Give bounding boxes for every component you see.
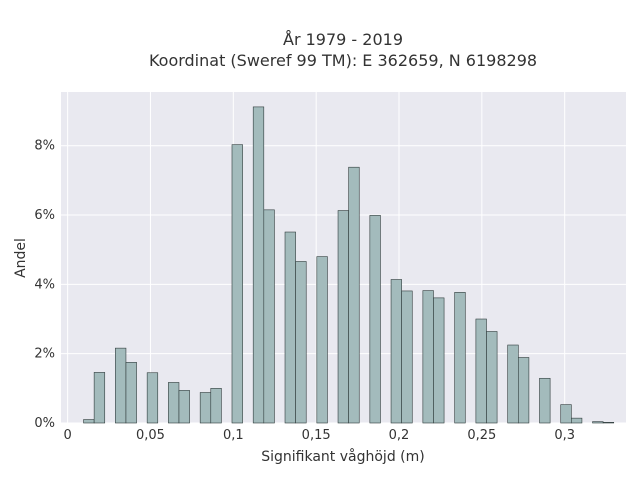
chart-title-line2: Koordinat (Sweref 99 TM): E 362659, N 61… xyxy=(149,51,537,70)
histogram-bar xyxy=(146,372,159,424)
histogram-bar xyxy=(252,106,265,424)
histogram-bar xyxy=(390,279,402,424)
y-tick-label: 4% xyxy=(34,277,55,292)
y-axis-ticks: 0% 2% 4% 6% 8% xyxy=(34,139,55,431)
histogram-bar xyxy=(199,392,212,424)
histogram-bar xyxy=(295,261,307,424)
y-tick-label: 0% xyxy=(34,416,55,431)
y-tick-label: 2% xyxy=(34,347,55,362)
x-tick-label: 0,05 xyxy=(136,428,165,443)
histogram-bar xyxy=(178,390,190,424)
x-tick-label: 0,25 xyxy=(467,428,496,443)
histogram-bar xyxy=(475,318,487,424)
x-axis-ticks: 0 0,05 0,1 0,15 0,2 0,25 0,3 xyxy=(63,428,575,443)
histogram-bars xyxy=(83,106,615,424)
histogram-bar xyxy=(539,377,551,424)
histogram-bar xyxy=(401,290,413,424)
x-tick-label: 0,15 xyxy=(302,428,331,443)
histogram-bar xyxy=(433,297,445,424)
histogram-bar xyxy=(369,215,381,424)
histogram-bar xyxy=(348,166,360,424)
chart-title-line1: År 1979 - 2019 xyxy=(283,30,403,49)
y-axis-label: Andel xyxy=(13,238,29,278)
histogram-bar xyxy=(93,372,106,424)
y-tick-label: 6% xyxy=(34,208,55,223)
histogram-bar xyxy=(337,210,349,424)
histogram-bar xyxy=(83,419,95,424)
histogram-bar xyxy=(210,388,222,424)
y-tick-label: 8% xyxy=(34,139,55,154)
histogram-bar xyxy=(422,290,434,424)
x-tick-label: 0 xyxy=(63,428,71,443)
x-tick-label: 0,1 xyxy=(223,428,244,443)
histogram-bar xyxy=(125,362,137,424)
histogram-bar xyxy=(507,344,519,424)
x-axis-label: Signifikant våghöjd (m) xyxy=(261,448,424,465)
histogram-bar xyxy=(592,421,604,424)
histogram-bar xyxy=(602,422,615,424)
histogram-bar xyxy=(316,256,328,424)
x-tick-label: 0,2 xyxy=(389,428,410,443)
histogram-bar xyxy=(231,144,243,424)
histogram-bar xyxy=(284,231,296,424)
histogram-bar xyxy=(560,404,572,424)
histogram-bar xyxy=(115,347,127,424)
histogram-bar xyxy=(454,292,466,424)
histogram-bar xyxy=(486,331,498,424)
histogram-bar xyxy=(168,382,180,424)
histogram-bar xyxy=(518,357,530,424)
histogram-bar xyxy=(263,209,275,424)
histogram-bar xyxy=(571,417,583,424)
x-tick-label: 0,3 xyxy=(554,428,575,443)
